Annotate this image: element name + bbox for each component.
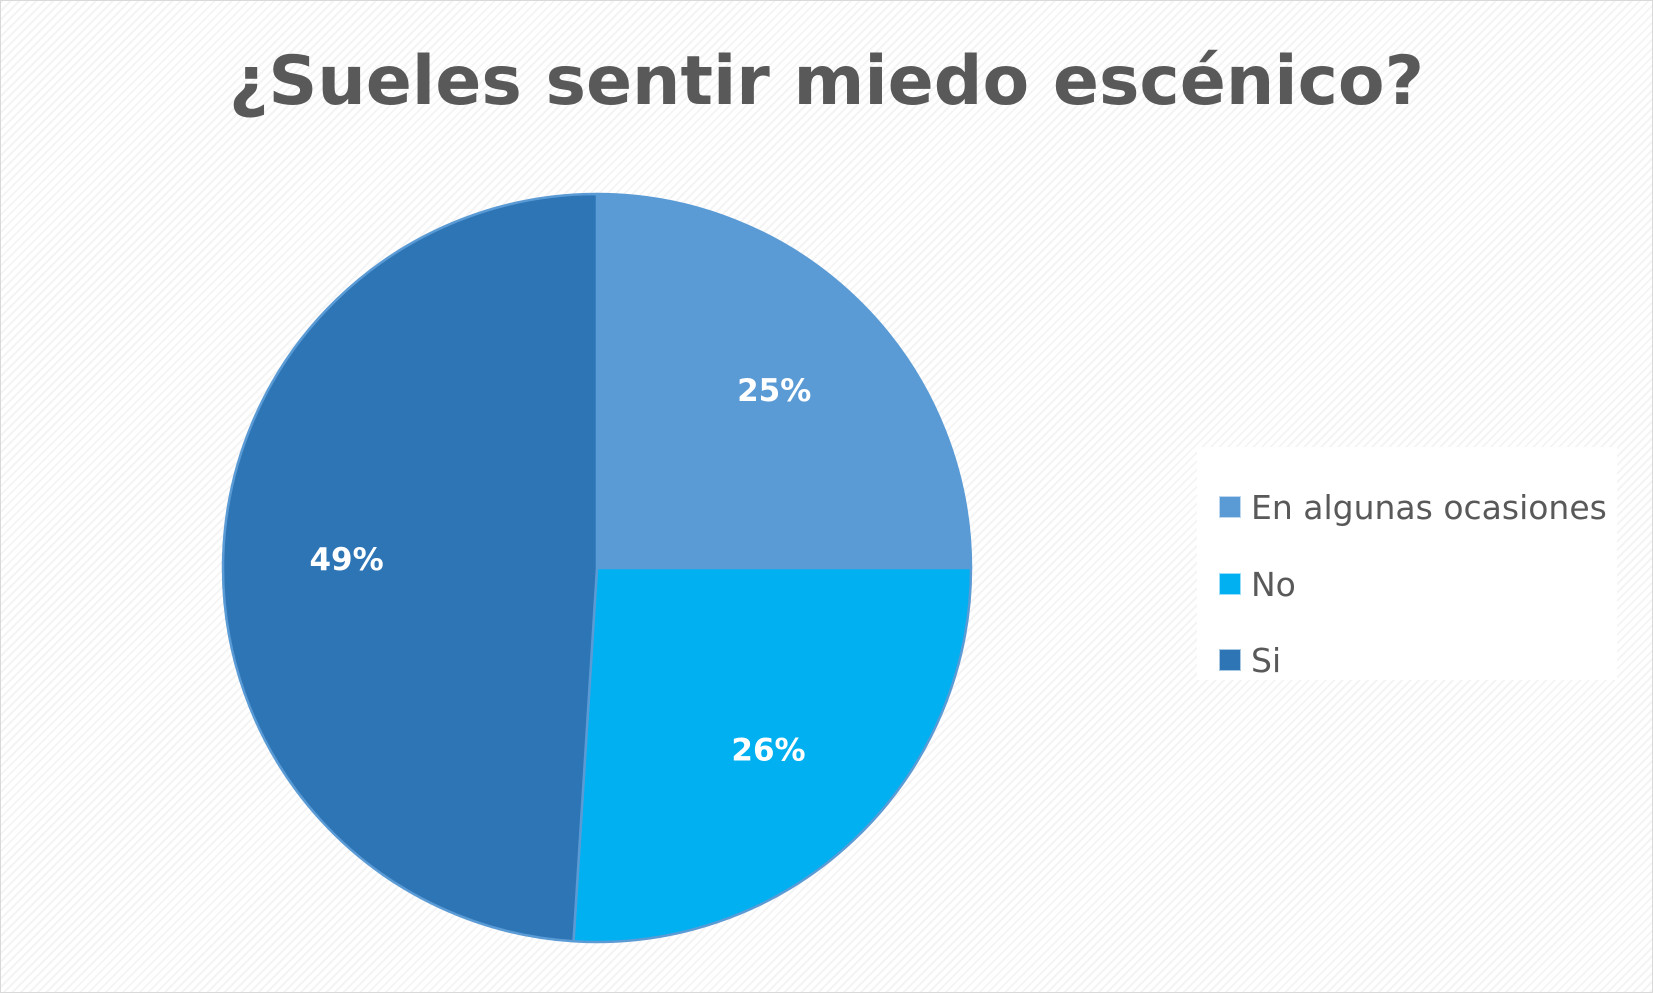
- legend-swatch-en-algunas-ocasiones: [1219, 496, 1241, 518]
- legend-label: Si: [1251, 641, 1281, 680]
- legend-label: No: [1251, 565, 1296, 604]
- legend-swatch-si: [1219, 649, 1241, 671]
- data-label-no: 26%: [731, 733, 805, 769]
- legend-item-en-algunas-ocasiones: En algunas ocasiones: [1219, 487, 1607, 527]
- pie-slice-si: [223, 194, 597, 941]
- data-label-si: 49%: [309, 542, 383, 578]
- legend: En algunas ocasiones No Si: [1197, 447, 1617, 680]
- legend-swatch-no: [1219, 573, 1241, 595]
- legend-label: En algunas ocasiones: [1251, 488, 1607, 527]
- legend-item-no: No: [1219, 564, 1296, 604]
- legend-item-si: Si: [1219, 640, 1281, 680]
- data-label-en-algunas-ocasiones: 25%: [737, 373, 811, 409]
